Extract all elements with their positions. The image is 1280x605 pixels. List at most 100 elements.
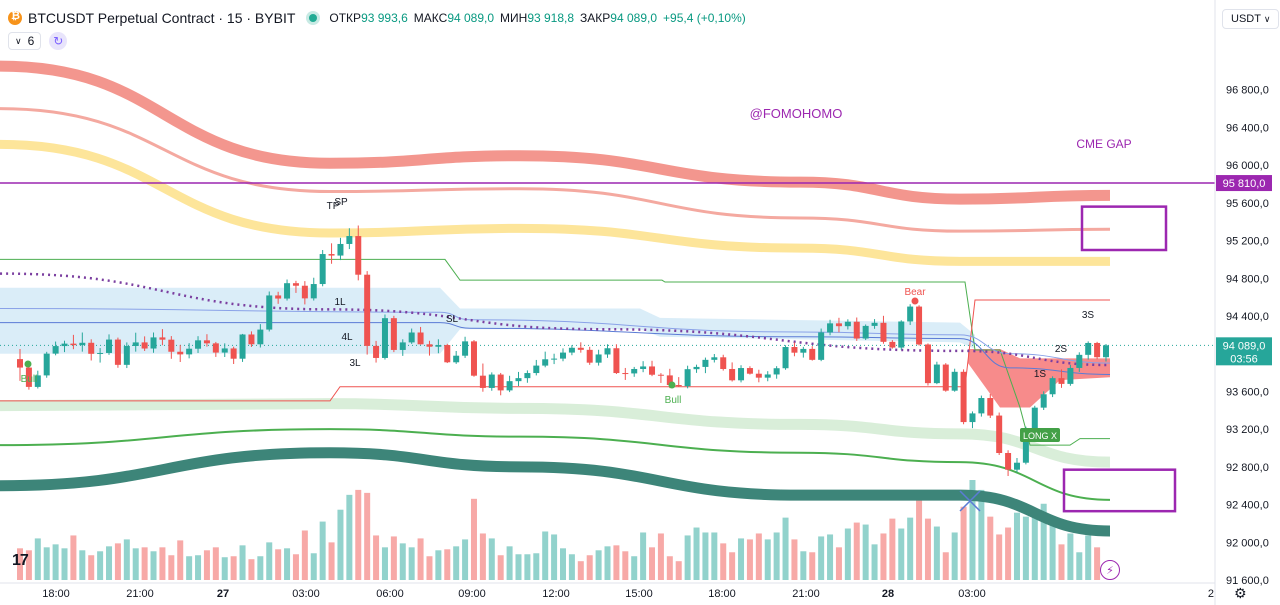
bolt-icon[interactable]: ⚡ [1100, 560, 1120, 580]
price-tick-label: 94 400,0 [1226, 311, 1269, 323]
volume-bar [622, 551, 629, 580]
volume-bar [239, 545, 246, 580]
bull-label-1: Bull [21, 374, 38, 385]
currency-select[interactable]: USDT ∨ [1222, 9, 1280, 29]
time-tick-label: 12:00 [542, 588, 570, 600]
volume-bar [310, 553, 317, 580]
candle-body [444, 345, 451, 363]
volume-bar [470, 498, 477, 580]
indicator-lines [0, 182, 1215, 446]
volume-bar [453, 546, 460, 580]
gear-icon[interactable]: ⚙ [1234, 585, 1247, 601]
candle-body [168, 339, 175, 352]
volume-bar [942, 552, 949, 580]
candle-body [666, 375, 673, 386]
symbol-title[interactable]: BTCUSDT Perpetual Contract · 15 · BYBIT [28, 10, 296, 26]
volume-bar [613, 545, 620, 580]
gap-box-upper [1080, 205, 1168, 252]
volume-bar [488, 538, 495, 580]
candle-body [827, 323, 834, 333]
indicator-count: 6 [27, 34, 35, 48]
candle-body [809, 348, 816, 360]
volume-bar [960, 506, 967, 580]
candle-body [987, 398, 994, 416]
volume-bar [595, 550, 602, 580]
lower-ribbon-thick [0, 447, 1111, 537]
candle-body [729, 368, 736, 381]
cme-level-badge [1216, 175, 1272, 192]
currency-label: USDT [1231, 13, 1261, 25]
volume-bar [25, 550, 32, 580]
indicators-toggle[interactable]: ∨ 6 [8, 32, 42, 50]
volume-bar [515, 554, 522, 580]
volume-bar [1094, 547, 1101, 580]
volume-bar [755, 533, 762, 580]
candle-body [1031, 407, 1038, 430]
upper-ribbon-thin [0, 107, 1111, 233]
candle-body [586, 349, 593, 363]
volume-bar [844, 528, 851, 580]
volume-bar [773, 532, 780, 580]
volume-bar [524, 554, 531, 580]
volume-bar [399, 543, 406, 580]
candle-body [257, 329, 264, 345]
volume-bar [871, 544, 878, 580]
price-tick-label: 96 000,0 [1226, 160, 1269, 172]
candles [17, 225, 1109, 477]
volume-bar [1058, 544, 1065, 580]
candle-body [488, 374, 495, 388]
volume-bar [568, 554, 575, 580]
volume-bar [862, 524, 869, 580]
time-tick-label: 21:00 [126, 588, 154, 600]
candle-body [542, 359, 549, 366]
price-tick-label: 95 600,0 [1226, 198, 1269, 210]
volume-bar [346, 494, 353, 580]
volume-bar [604, 546, 611, 580]
candle-body [996, 415, 1003, 453]
short-2-label: 2S [1055, 344, 1068, 355]
cme-gap-label: CME GAP [1076, 137, 1131, 151]
candle-body [248, 334, 255, 345]
price-tick-label: 93 600,0 [1226, 386, 1269, 398]
volume-bar [114, 543, 121, 580]
yellow-ribbon [0, 139, 1110, 266]
time-axis: 18:00 21:00 27 03:00 06:00 09:00 12:00 15:00 18:… [42, 588, 1214, 600]
volume-bar [381, 547, 388, 580]
market-status-icon [309, 14, 318, 22]
candle-body [114, 339, 121, 365]
bar-countdown: 03:56 [1230, 353, 1258, 365]
volume-bar [889, 518, 896, 580]
candle-body [791, 347, 798, 353]
bull-marker [24, 360, 32, 368]
volume-bar [746, 539, 753, 580]
candle-body [195, 340, 202, 349]
price-tick-label: 91 600,0 [1226, 575, 1269, 587]
volume-bar [818, 536, 825, 580]
candle-body [533, 365, 540, 374]
volume-bar [969, 480, 976, 580]
candle-body [960, 371, 967, 423]
volume-bar [809, 552, 816, 580]
volume-bar [301, 530, 308, 580]
candle-body [106, 339, 113, 353]
time-tick-label: 06:00 [376, 588, 404, 600]
candle-body [693, 366, 700, 370]
refresh-icon[interactable]: ↻ [49, 32, 68, 50]
blue-midline [0, 322, 1111, 375]
candle-body [898, 321, 905, 348]
volume-bar [70, 535, 77, 580]
volume-bar [123, 539, 130, 580]
candle-body [631, 368, 638, 374]
candle-body [399, 342, 406, 350]
price-tick-label: 92 800,0 [1226, 462, 1269, 474]
candle-body [390, 318, 397, 350]
candle-body [266, 295, 273, 330]
candle-body [284, 283, 291, 299]
candle-body [453, 355, 460, 363]
candle-body [1040, 394, 1047, 408]
candle-body [746, 368, 753, 374]
volume-bar [880, 533, 887, 580]
candle-body [942, 364, 949, 391]
price-tick-label: 96 400,0 [1226, 122, 1269, 134]
